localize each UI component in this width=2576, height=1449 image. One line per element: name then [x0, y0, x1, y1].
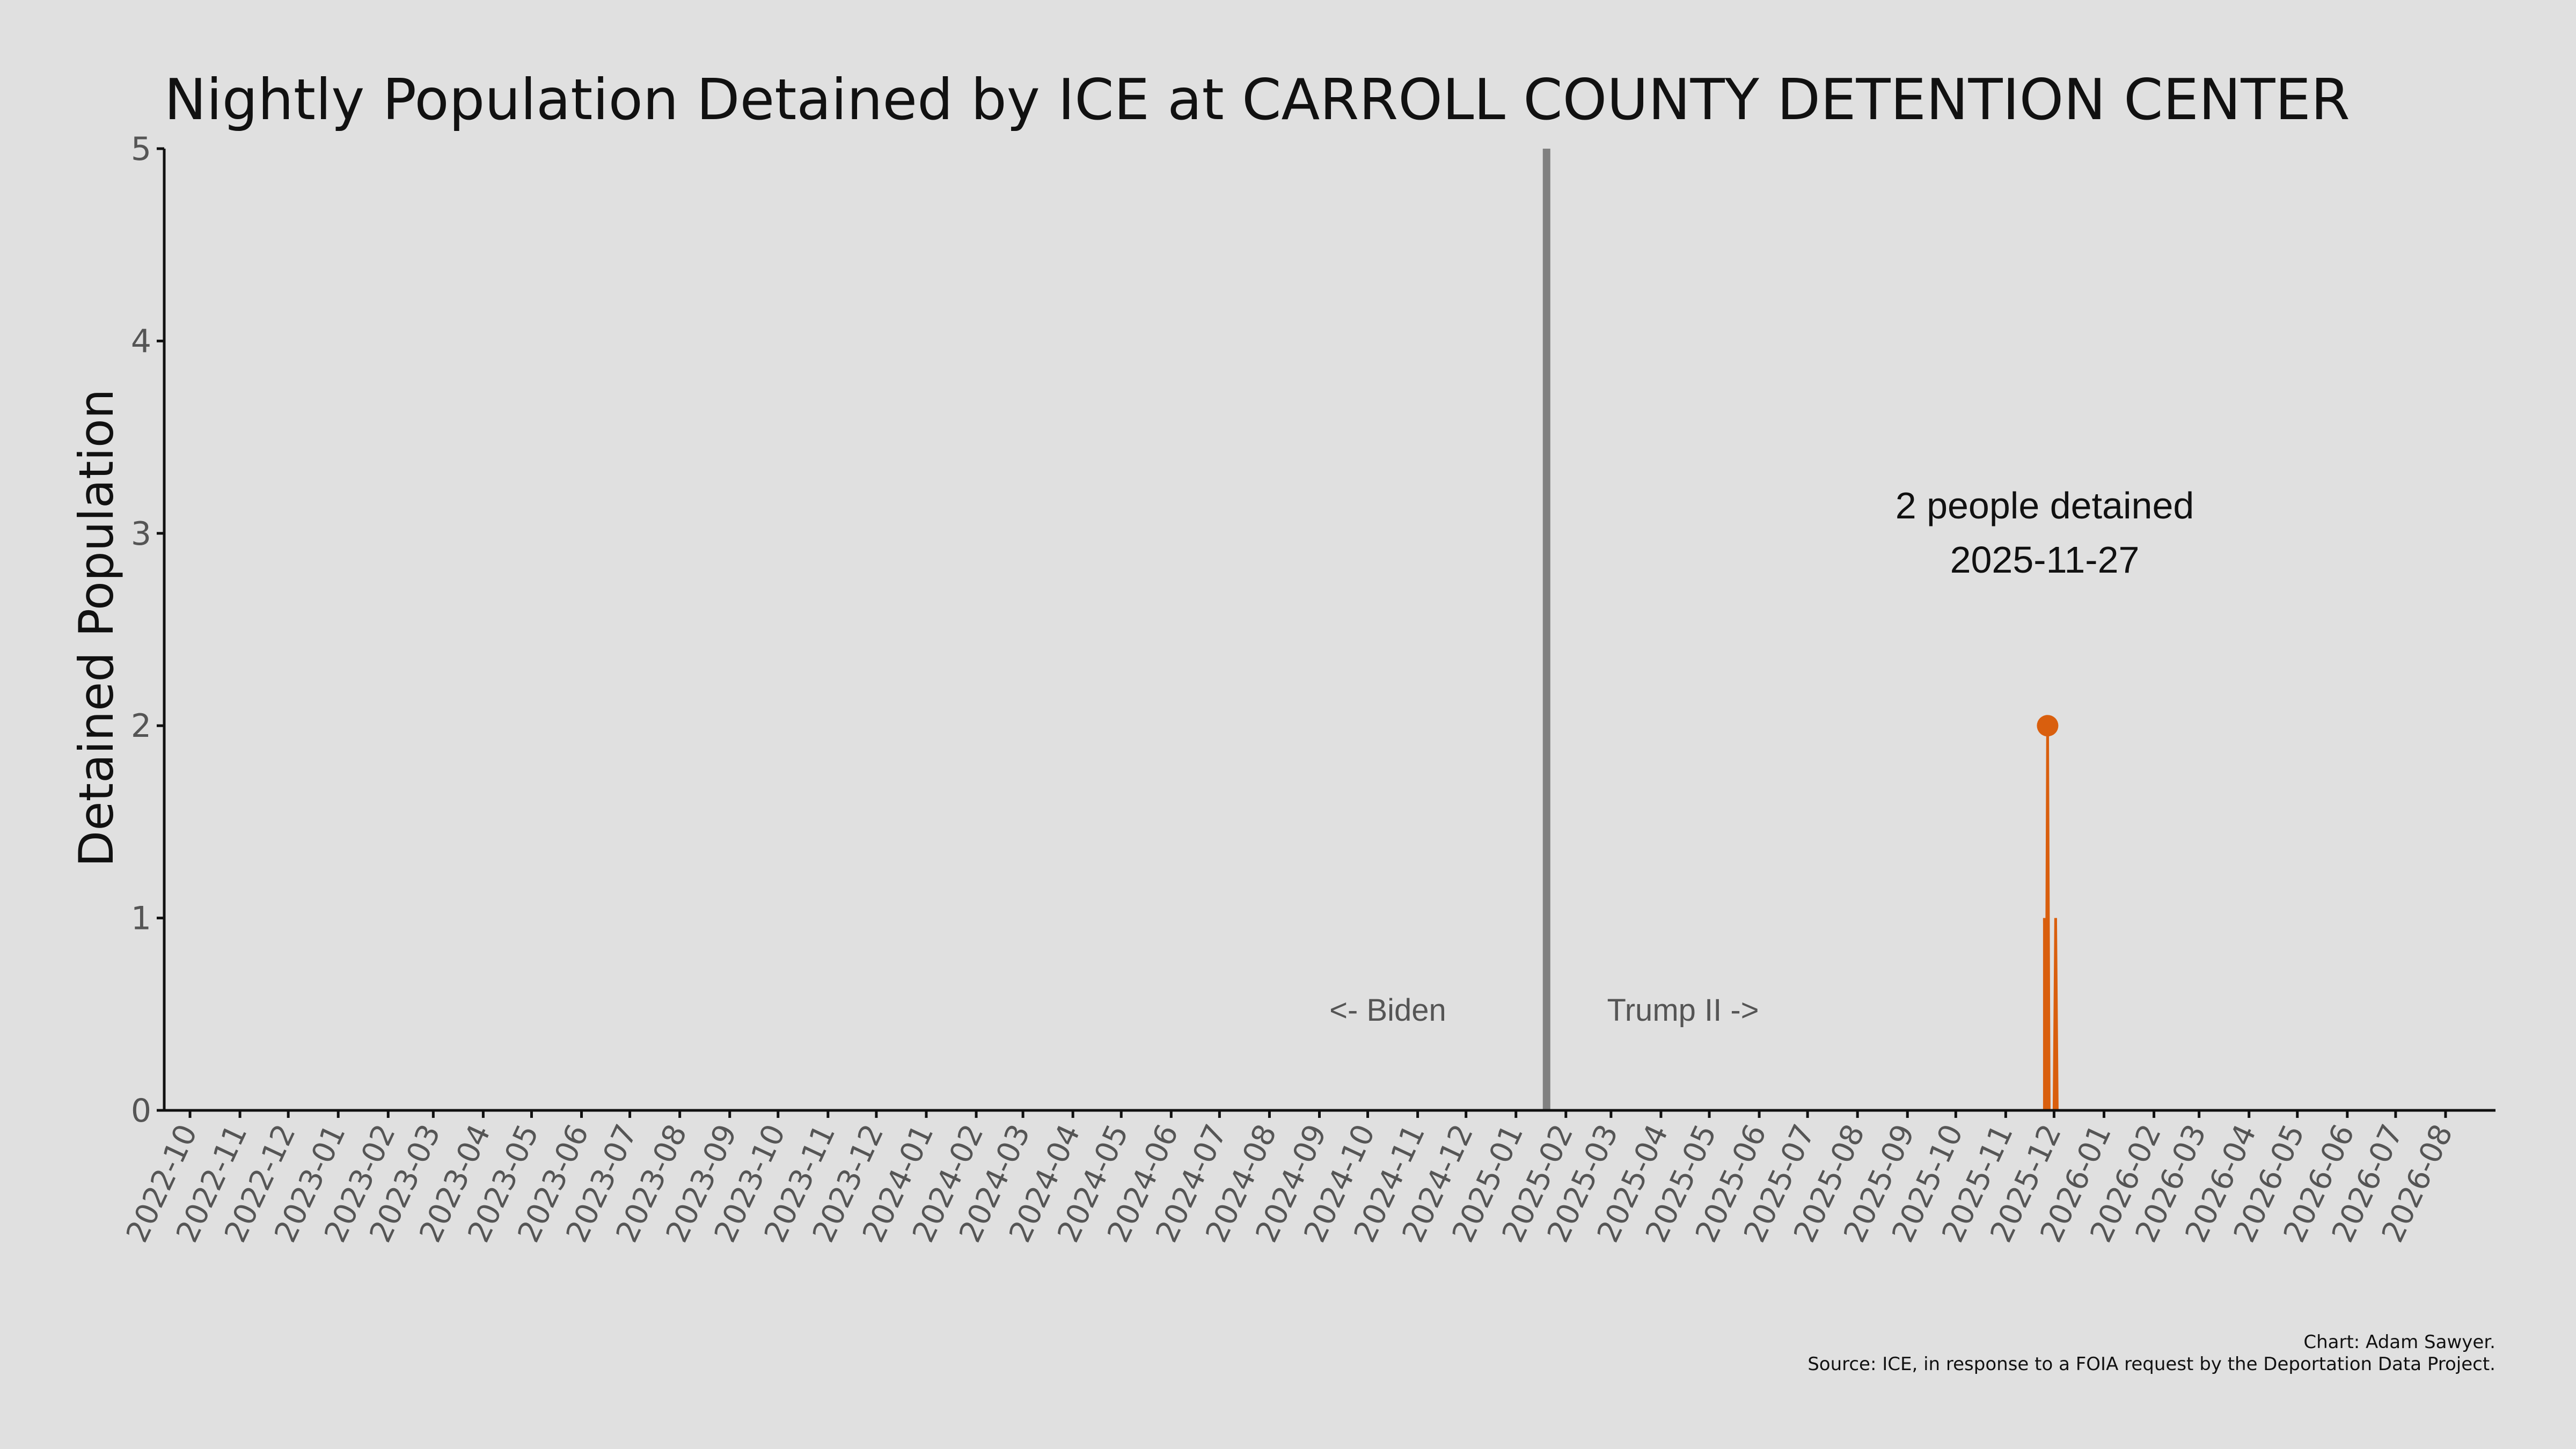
trump-annotation: Trump II ->: [1607, 993, 1759, 1028]
y-tick-label: 4: [131, 323, 151, 360]
series-layer: [2037, 715, 2059, 1112]
peak-label-date: 2025-11-27: [1950, 539, 2140, 581]
peak-marker: [2037, 715, 2059, 737]
credit-source: Source: ICE, in response to a FOIA reque…: [1807, 1353, 2496, 1375]
peak-label-count: 2 people detained: [1896, 485, 2194, 526]
credit-author: Chart: Adam Sawyer.: [2303, 1331, 2496, 1353]
y-tick-label: 2: [131, 707, 151, 745]
x-ticks: 2022-102022-112022-122023-012023-022023-…: [120, 1110, 2460, 1248]
y-tick-label: 1: [131, 900, 151, 938]
y-tick-label: 0: [131, 1092, 151, 1130]
axes-layer: [163, 149, 2496, 1112]
y-axis-label: Detained Population: [69, 389, 124, 867]
chart-title: Nightly Population Detained by ICE at CA…: [164, 67, 2350, 133]
y-ticks: 0 1 2 3 4 5: [131, 130, 164, 1130]
biden-annotation: <- Biden: [1329, 993, 1446, 1028]
y-tick-label: 3: [131, 515, 151, 553]
y-tick-label: 5: [131, 130, 151, 168]
